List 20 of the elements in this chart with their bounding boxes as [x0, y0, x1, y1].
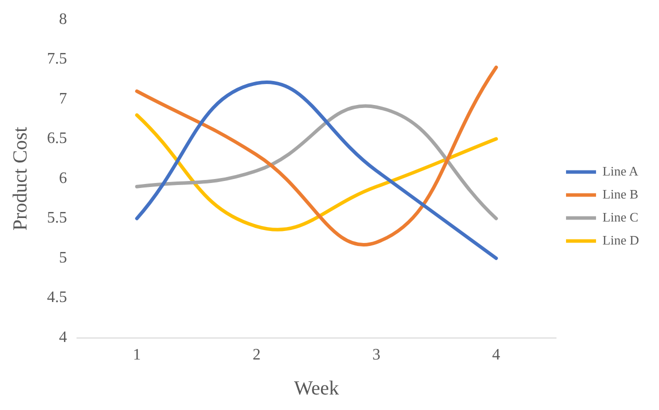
y-tick-label: 7.5 [47, 50, 67, 68]
legend-label: Line B [602, 186, 639, 202]
x-tick-label: 1 [132, 346, 141, 364]
y-tick-label: 7 [59, 90, 67, 108]
x-tick-label: 4 [492, 346, 500, 364]
y-tick-label: 8 [59, 10, 67, 28]
y-tick-label: 5 [59, 249, 67, 266]
x-tick-label: 3 [372, 346, 380, 364]
legend-label: Line D [602, 232, 640, 248]
y-tick-label: 6.5 [47, 130, 67, 148]
x-axis-title: Week [294, 377, 340, 400]
legend-label: Line A [602, 163, 639, 178]
line-series [135, 104, 498, 220]
y-tick-label: 6 [59, 170, 67, 187]
legend-label: Line C [602, 209, 638, 224]
y-tick-label: 4.5 [47, 289, 67, 306]
y-axis-title: Product Cost [9, 126, 32, 231]
y-tick-label: 5.5 [47, 210, 67, 227]
x-tick-label: 2 [252, 346, 261, 364]
y-tick-label: 4 [59, 329, 67, 346]
